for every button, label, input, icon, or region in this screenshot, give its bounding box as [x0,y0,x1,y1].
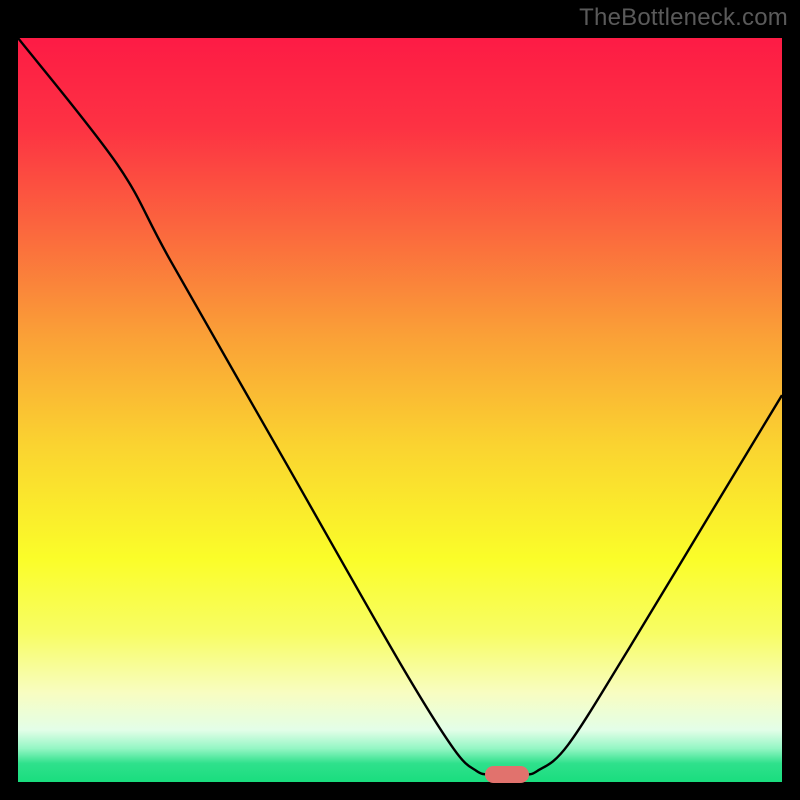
watermark-text: TheBottleneck.com [579,4,788,32]
bottleneck-curve [18,38,782,782]
plot-area [18,38,782,782]
chart-root: TheBottleneck.com [0,0,800,800]
optimum-marker [485,766,529,782]
